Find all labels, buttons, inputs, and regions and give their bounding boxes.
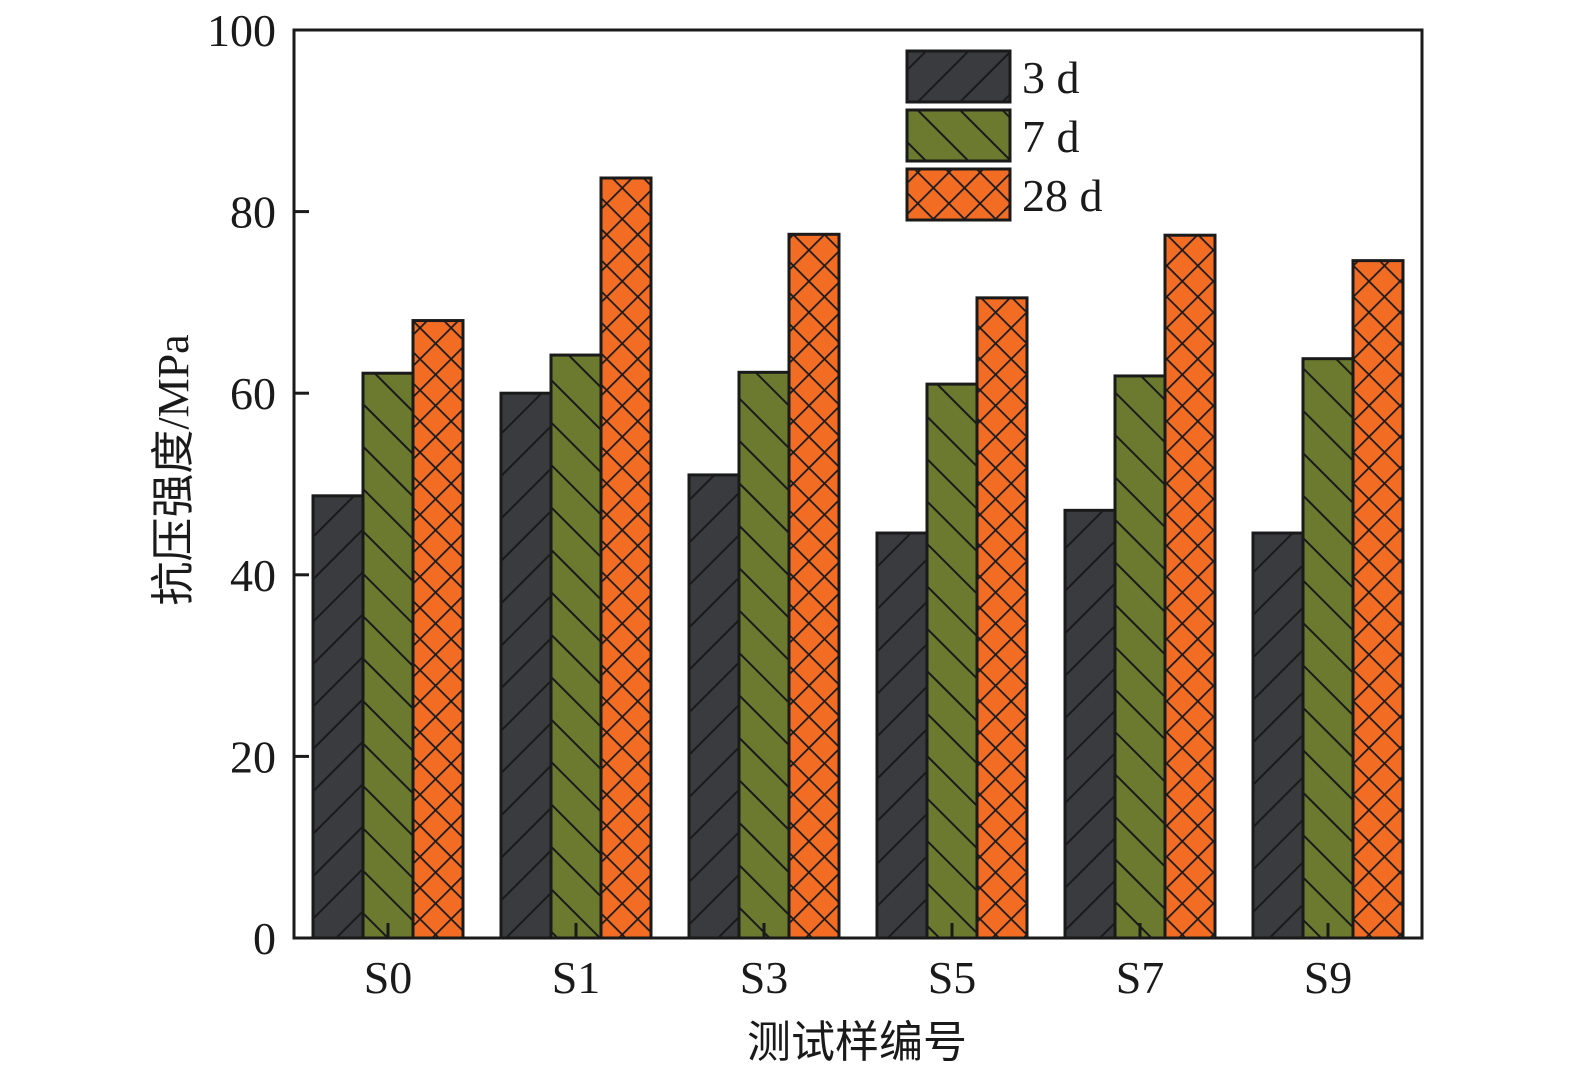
bar-s9-3d xyxy=(1251,531,1305,940)
legend-label: 3 d xyxy=(1022,52,1080,103)
bar-s3-28d xyxy=(787,232,841,940)
y-axis-title: 抗压强度/MPa xyxy=(149,334,198,605)
y-tick-label: 40 xyxy=(230,550,276,601)
y-tick-label: 20 xyxy=(230,731,276,782)
bar-s5-7d xyxy=(925,382,979,940)
legend-swatch-28d xyxy=(905,167,1012,222)
bar-s5-28d xyxy=(975,296,1029,940)
x-tick-label: S5 xyxy=(928,952,977,1003)
y-tick-label: 0 xyxy=(253,913,276,964)
axes-group xyxy=(292,28,1424,940)
bar-s9-7d xyxy=(1301,357,1355,940)
legend: 3 d 7 d 28 d xyxy=(905,49,1103,222)
legend-swatch-3d xyxy=(905,49,1012,104)
bar-s0-28d xyxy=(411,319,465,940)
x-tick-label: S3 xyxy=(740,952,789,1003)
bar-s0-3d xyxy=(311,494,365,940)
y-ticks-group: 0 20 40 60 80 100 xyxy=(207,5,309,964)
plot-frame xyxy=(292,28,1424,940)
bar-s1-7d xyxy=(549,353,603,940)
x-tick-label: S9 xyxy=(1304,952,1353,1003)
bar-s7-28d xyxy=(1163,233,1217,940)
bar-s3-3d xyxy=(687,473,741,940)
bars-group xyxy=(311,176,1405,940)
y-tick-label: 100 xyxy=(207,5,276,56)
x-labels-group: S0 S1 S3 S5 S7 S9 xyxy=(364,952,1353,1003)
legend-label: 7 d xyxy=(1022,111,1080,162)
x-tick-label: S0 xyxy=(364,952,413,1003)
legend-label: 28 d xyxy=(1022,170,1103,221)
bar-s7-7d xyxy=(1113,374,1167,940)
bar-s7-3d xyxy=(1063,508,1117,940)
bar-s1-3d xyxy=(499,391,553,940)
legend-swatch-7d xyxy=(905,108,1012,163)
x-axis-title: 测试样编号 xyxy=(747,1018,967,1067)
bar-s0-7d xyxy=(361,371,415,940)
y-tick-label: 60 xyxy=(230,368,276,419)
bar-s1-28d xyxy=(599,176,653,940)
x-tick-label: S7 xyxy=(1116,952,1165,1003)
x-tick-label: S1 xyxy=(552,952,601,1003)
bar-s3-7d xyxy=(737,370,791,940)
bar-s5-3d xyxy=(875,531,929,940)
y-tick-label: 80 xyxy=(230,187,276,238)
bar-s9-28d xyxy=(1351,259,1405,940)
